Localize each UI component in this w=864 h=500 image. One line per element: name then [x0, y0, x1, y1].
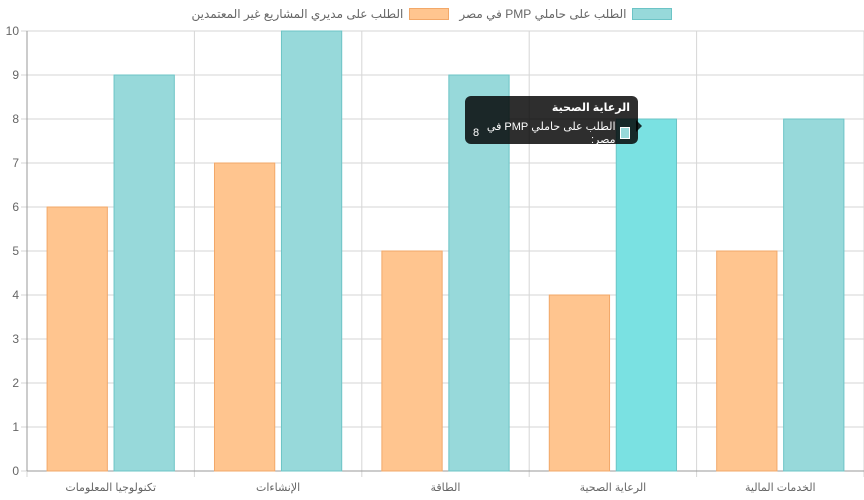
tooltip-caret [636, 120, 642, 132]
bar-non-certified [213, 162, 276, 472]
y-tick-label: 6 [12, 200, 19, 214]
y-tick-label: 8 [12, 112, 19, 126]
x-tick-label: الطاقة [431, 482, 461, 494]
y-tick-label: 3 [12, 332, 19, 346]
y-tick-label: 5 [12, 244, 19, 258]
tooltip-title: الرعاية الصحية [551, 102, 630, 114]
bar-pmp [113, 74, 175, 472]
bar-pmp [783, 118, 845, 472]
x-tick-label: تكنولوجيا المعلومات [65, 482, 156, 494]
y-tick-label: 7 [12, 156, 19, 170]
legend-swatch-pmp [632, 8, 673, 20]
legend-label-pmp: الطلب على حاملي PMP في مصر [459, 7, 627, 21]
tooltip-series-label: الطلب على حاملي PMP في مصر: [486, 121, 616, 146]
chart-legend: الطلب على حاملي PMP في مصر الطلب على مدي… [0, 7, 864, 21]
bar-non-certified [46, 206, 108, 472]
x-tick-label: الخدمات المالية [745, 482, 816, 494]
bar-non-certified [381, 250, 443, 472]
y-tick-label: 1 [12, 420, 19, 434]
bar-non-certified [716, 250, 778, 472]
legend-item-pmp[interactable]: الطلب على حاملي PMP في مصر [459, 7, 673, 21]
legend-label-non-certified: الطلب على مديري المشاريع غير المعتمدين [191, 7, 404, 21]
legend-item-non-certified[interactable]: الطلب على مديري المشاريع غير المعتمدين [192, 7, 450, 21]
y-tick-label: 4 [12, 288, 19, 302]
y-tick-label: 10 [6, 24, 20, 38]
y-tick-label: 0 [12, 464, 19, 478]
tooltip-swatch [619, 127, 630, 139]
x-tick-label: الرعاية الصحية [580, 482, 647, 494]
bar-pmp [615, 118, 678, 472]
tooltip-value: 8 [473, 127, 480, 139]
y-tick-label: 9 [12, 68, 19, 82]
legend-swatch-non-certified [409, 8, 450, 20]
y-tick-label: 2 [12, 376, 19, 390]
chart-tooltip: الرعاية الصحية الطلب على حاملي PMP في مص… [465, 96, 638, 146]
bar-pmp [280, 30, 343, 472]
bar-non-certified [548, 294, 611, 472]
tooltip-row: الطلب على حاملي PMP في مصر: 8 [473, 120, 630, 146]
x-tick-label: الإنشاءات [256, 482, 300, 494]
